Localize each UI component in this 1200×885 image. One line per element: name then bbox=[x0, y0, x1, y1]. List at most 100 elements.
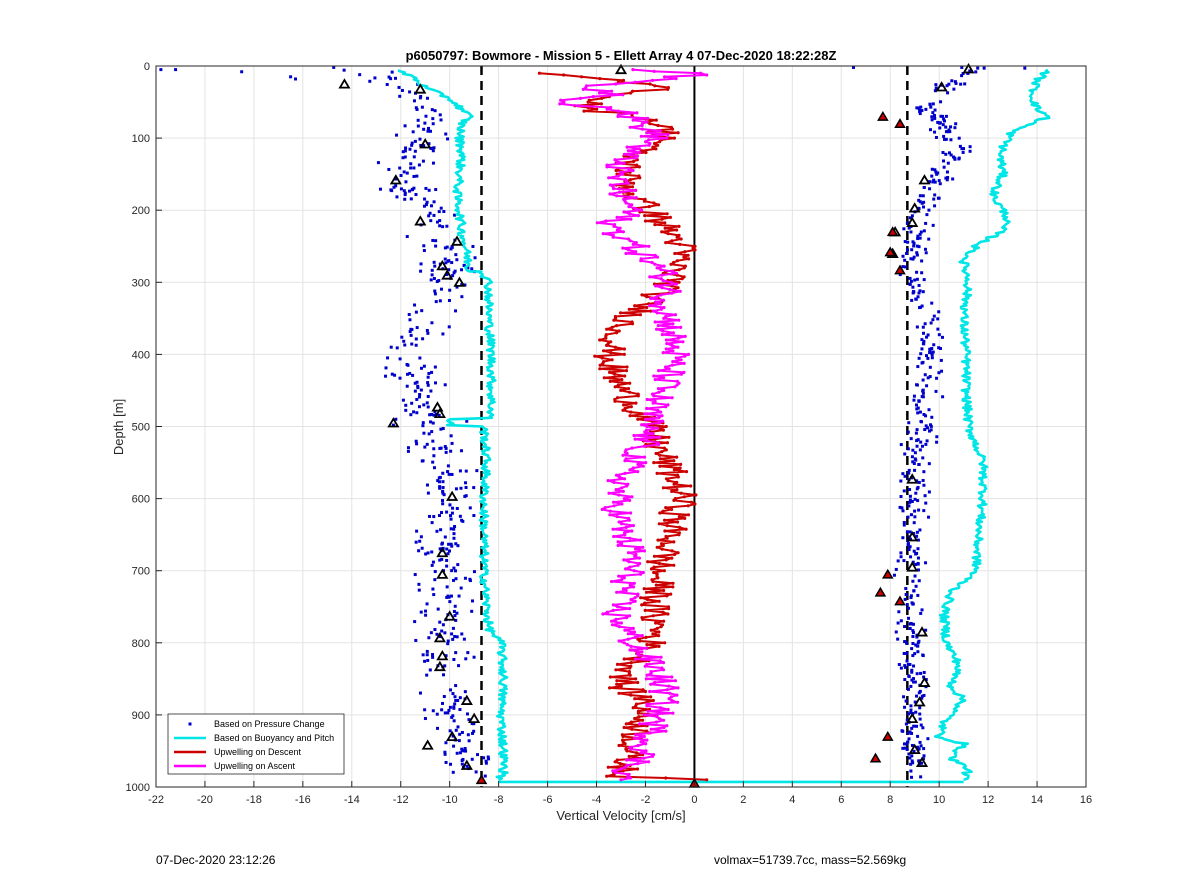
pressure-change-point bbox=[419, 535, 423, 539]
pressure-change-point bbox=[446, 552, 450, 556]
upwelling-descent-point bbox=[635, 163, 639, 167]
pressure-change-point bbox=[413, 620, 417, 624]
pressure-change-point bbox=[398, 376, 402, 380]
pressure-change-point bbox=[476, 753, 480, 757]
pressure-change-point bbox=[911, 291, 915, 295]
dive-marker-triangle bbox=[436, 259, 449, 271]
pressure-change-point bbox=[464, 481, 468, 485]
pressure-change-point bbox=[909, 708, 913, 712]
upwelling-ascent-point bbox=[632, 630, 637, 634]
pressure-change-point bbox=[924, 678, 928, 682]
pressure-change-point bbox=[440, 629, 444, 633]
upwelling-ascent-point bbox=[653, 300, 658, 304]
upwelling-descent-point bbox=[665, 441, 670, 445]
upwelling-ascent-point bbox=[653, 253, 657, 257]
dive-marker-triangle bbox=[453, 276, 466, 287]
pressure-change-point bbox=[928, 347, 932, 351]
pressure-change-point bbox=[942, 119, 946, 123]
upwelling-descent-point bbox=[615, 682, 619, 686]
upwelling-ascent-point bbox=[655, 327, 659, 331]
pressure-change-point bbox=[453, 702, 457, 706]
pressure-change-point bbox=[422, 204, 426, 208]
pressure-change-point bbox=[920, 259, 924, 263]
upwelling-descent-point bbox=[664, 241, 668, 245]
upwelling-ascent-point bbox=[636, 470, 640, 474]
upwelling-ascent-point bbox=[632, 736, 637, 740]
pressure-change-point bbox=[475, 469, 479, 473]
pressure-change-point bbox=[911, 579, 915, 583]
pressure-change-point bbox=[933, 116, 937, 120]
pressure-change-point bbox=[922, 693, 926, 697]
pressure-change-point bbox=[428, 211, 432, 215]
pressure-change-point bbox=[897, 610, 901, 614]
pressure-change-point bbox=[174, 68, 178, 72]
pressure-change-point bbox=[917, 356, 921, 360]
pressure-change-point bbox=[968, 69, 972, 73]
pressure-change-point bbox=[920, 761, 924, 765]
dive-marker-triangle bbox=[614, 63, 628, 75]
pressure-change-point bbox=[446, 711, 450, 715]
pressure-change-point bbox=[414, 193, 418, 197]
pressure-change-point bbox=[389, 77, 393, 81]
pressure-change-point bbox=[358, 73, 362, 77]
upwelling-ascent-point bbox=[651, 309, 655, 313]
pressure-change-point bbox=[905, 747, 909, 751]
upwelling-descent-point bbox=[663, 518, 667, 522]
pressure-change-point bbox=[431, 238, 435, 242]
pressure-change-point bbox=[410, 328, 414, 332]
upwelling-ascent-point bbox=[683, 354, 687, 358]
upwelling-ascent-point bbox=[659, 655, 663, 659]
upwelling-ascent-point bbox=[676, 336, 680, 340]
dive-marker-triangle bbox=[436, 568, 449, 579]
pressure-change-point bbox=[906, 515, 910, 519]
pressure-change-point bbox=[404, 146, 408, 150]
upwelling-ascent-point bbox=[627, 614, 632, 618]
pressure-change-point bbox=[415, 411, 419, 415]
upwelling-descent-point bbox=[628, 673, 632, 677]
pressure-change-point bbox=[921, 654, 925, 658]
upwelling-ascent-point bbox=[642, 756, 646, 760]
pressure-change-point bbox=[423, 445, 427, 449]
upwelling-descent-point bbox=[604, 336, 608, 340]
pressure-change-point bbox=[416, 386, 420, 390]
pressure-change-point bbox=[438, 224, 442, 228]
pressure-change-point bbox=[431, 653, 435, 657]
upwelling-descent-point bbox=[649, 309, 653, 313]
upwelling-descent-point bbox=[608, 686, 612, 690]
upwelling-ascent-point bbox=[661, 278, 665, 283]
legend-box bbox=[167, 713, 345, 775]
upwelling-ascent-point bbox=[620, 502, 624, 506]
pressure-change-point bbox=[916, 485, 920, 489]
upwelling-descent-point bbox=[682, 266, 686, 270]
pressure-change-point bbox=[923, 428, 927, 432]
red-marker-triangle bbox=[869, 752, 882, 763]
pressure-change-point bbox=[394, 417, 398, 421]
y-tick-label: 300 bbox=[132, 277, 150, 289]
pressure-change-point bbox=[424, 186, 428, 190]
pressure-change-point bbox=[924, 354, 928, 358]
legend-label: Upwelling on Descent bbox=[214, 747, 302, 757]
pressure-change-point bbox=[907, 606, 911, 610]
dive-marker-triangle bbox=[446, 730, 459, 742]
pressure-change-point bbox=[425, 673, 429, 677]
pressure-change-point bbox=[930, 115, 934, 119]
pressure-change-point bbox=[332, 65, 336, 69]
pressure-change-point bbox=[950, 79, 954, 83]
pressure-change-point bbox=[427, 432, 431, 436]
pressure-change-point bbox=[403, 197, 407, 201]
pressure-change-point bbox=[914, 491, 918, 495]
pressure-change-point bbox=[453, 525, 457, 529]
upwelling-descent-point bbox=[655, 471, 659, 475]
pressure-change-point bbox=[901, 265, 905, 269]
pressure-change-point bbox=[910, 499, 914, 503]
upwelling-ascent-point bbox=[648, 275, 652, 279]
pressure-change-point bbox=[924, 221, 928, 225]
upwelling-descent-point bbox=[670, 549, 674, 553]
upwelling-descent-point bbox=[665, 212, 669, 216]
pressure-change-point bbox=[443, 664, 447, 668]
pressure-change-point bbox=[470, 722, 474, 726]
upwelling-descent-point bbox=[664, 558, 668, 562]
pressure-change-point bbox=[903, 597, 907, 601]
pressure-change-point bbox=[909, 555, 913, 559]
pressure-change-point bbox=[433, 628, 437, 632]
